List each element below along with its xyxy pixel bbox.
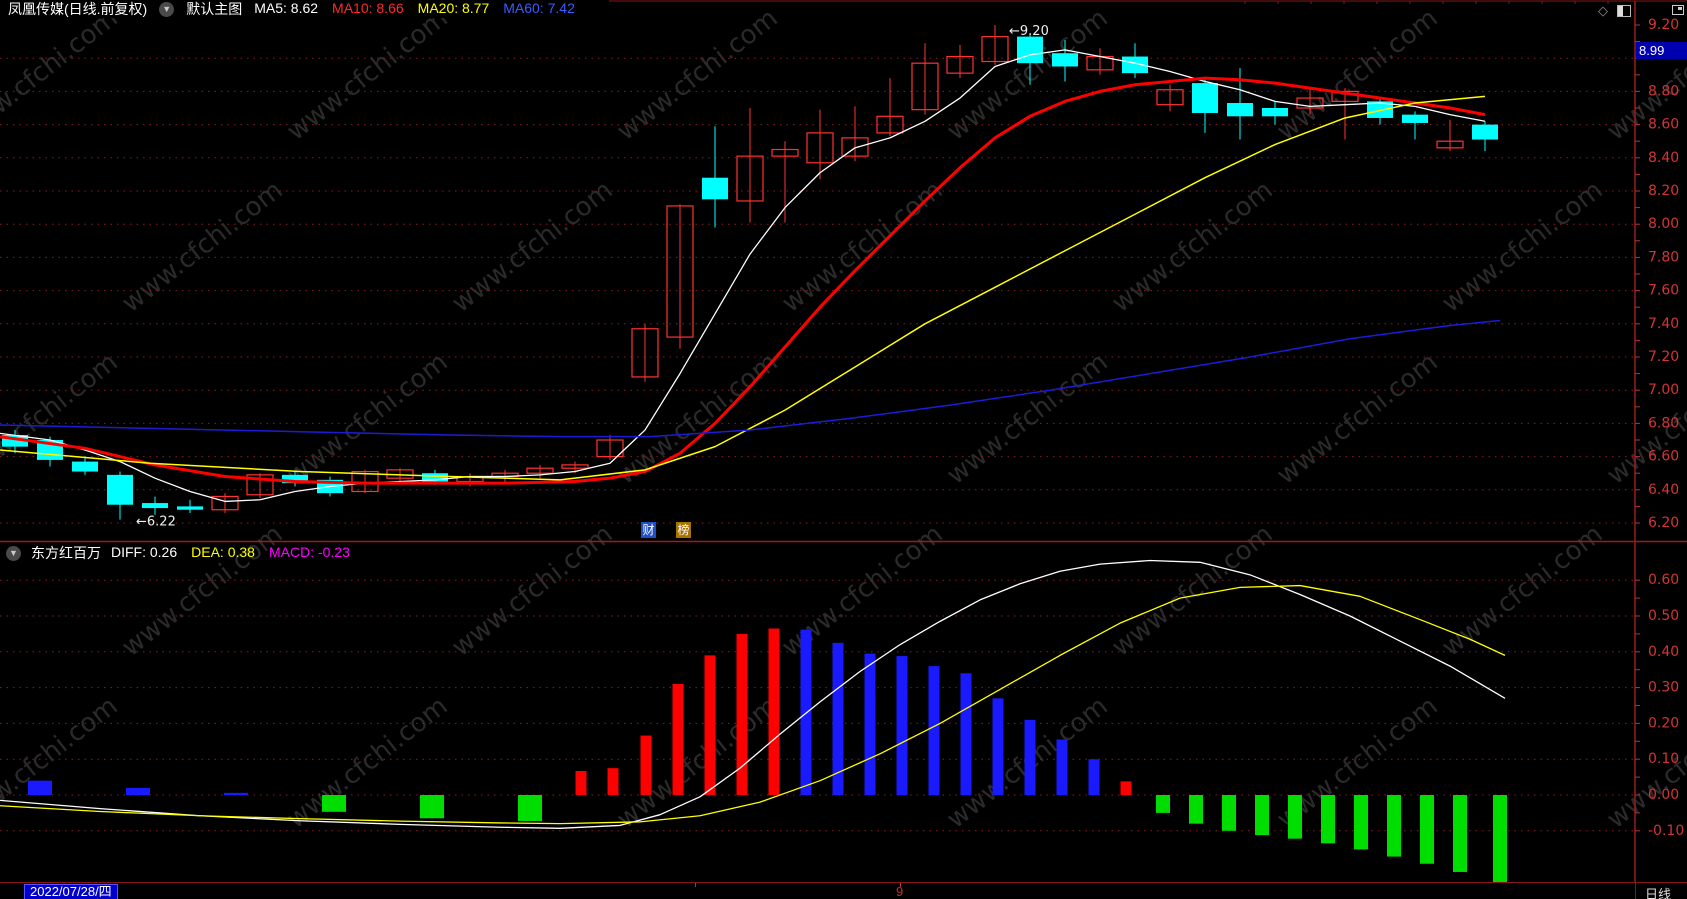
instrument-title: 凤凰传媒(日线.前复权) [8, 1, 148, 17]
header-icon-group: ◇ [1598, 4, 1631, 17]
svg-text:7.20: 7.20 [1648, 349, 1679, 365]
value-label: DEA: 0.38 [191, 544, 255, 560]
svg-text:8.60: 8.60 [1648, 117, 1679, 133]
svg-text:7.00: 7.00 [1648, 382, 1679, 398]
svg-text:7.80: 7.80 [1648, 249, 1679, 265]
value-label: MA60: 7.42 [503, 0, 575, 16]
svg-text:9.20: 9.20 [1648, 17, 1679, 33]
indicator-panel-header: ▼ 东方红百万 DIFF: 0.26 DEA: 0.38 MACD: -0.23 [0, 544, 364, 562]
diamond-icon[interactable]: ◇ [1598, 3, 1608, 18]
main-chart-header: 凤凰传媒(日线.前复权) ▼ 默认主图 MA5: 8.62 MA10: 8.66 M… [0, 0, 609, 18]
current-price-badge: 8.99 [1636, 42, 1687, 59]
value-label: DIFF: 0.26 [111, 544, 178, 560]
view-label: 默认主图 [186, 1, 243, 17]
svg-text:6.60: 6.60 [1648, 449, 1679, 465]
selected-date-box[interactable]: 2022/07/28/四 [24, 884, 118, 899]
svg-text:0.20: 0.20 [1648, 715, 1679, 731]
svg-text:8.20: 8.20 [1648, 183, 1679, 199]
ma-value-list: MA5: 8.62 MA10: 8.66 MA20: 8.77 MA60: 7.42 [254, 0, 589, 18]
period-label[interactable]: 日线 [1645, 887, 1672, 899]
value-label: MACD: -0.23 [268, 544, 350, 560]
svg-text:7.60: 7.60 [1648, 283, 1679, 299]
finance-mini-button[interactable]: 财 [641, 522, 656, 538]
svg-text:0.00: 0.00 [1648, 787, 1679, 803]
svg-text:0.50: 0.50 [1648, 608, 1679, 624]
svg-text:0.40: 0.40 [1648, 644, 1679, 660]
value-label: MA20: 8.77 [417, 0, 490, 16]
svg-text:8.80: 8.80 [1648, 83, 1679, 99]
window-icon[interactable] [1672, 5, 1684, 15]
month-axis-label: 9 [896, 884, 904, 899]
svg-text:8.40: 8.40 [1648, 150, 1679, 166]
svg-text:0.30: 0.30 [1648, 680, 1679, 696]
svg-text:0.60: 0.60 [1648, 572, 1679, 588]
split-layout-icon[interactable] [1617, 4, 1631, 17]
date-axis-tick [695, 883, 696, 887]
svg-text:7.40: 7.40 [1648, 316, 1679, 332]
svg-text:6.40: 6.40 [1648, 482, 1679, 498]
svg-text:-0.10: -0.10 [1648, 823, 1684, 839]
indicator-value-list: DIFF: 0.26 DEA: 0.38 MACD: -0.23 [111, 544, 364, 562]
ranking-mini-button[interactable]: 榜 [676, 522, 691, 538]
svg-text:6.20: 6.20 [1648, 515, 1679, 531]
status-divider [1635, 883, 1636, 899]
svg-text:←6.22: ←6.22 [136, 515, 176, 530]
svg-text:8.00: 8.00 [1648, 216, 1679, 232]
indicator-name: 东方红百万 [31, 545, 101, 561]
chevron-down-icon[interactable]: ▼ [159, 1, 175, 17]
chevron-down-icon[interactable]: ▼ [6, 545, 21, 561]
svg-text:0.10: 0.10 [1648, 751, 1679, 767]
svg-text:←9.20: ←9.20 [1009, 24, 1049, 39]
value-label: MA5: 8.62 [254, 0, 319, 16]
date-axis-tick [900, 883, 901, 887]
svg-text:6.80: 6.80 [1648, 415, 1679, 431]
status-bar: 2022/07/28/四 9 日线 [0, 882, 1687, 899]
value-label: MA10: 8.66 [332, 0, 404, 16]
